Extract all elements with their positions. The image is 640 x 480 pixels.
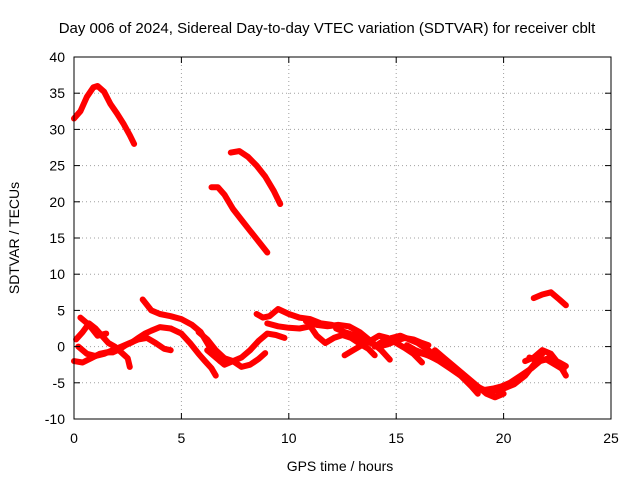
grid-lines bbox=[74, 57, 611, 419]
y-tick-label: 15 bbox=[49, 230, 65, 246]
axis-ticks: -10 -5 0 5 10 15 20 25 30 35 40 0 5 10 15 20 25 bbox=[45, 49, 619, 446]
series-track-10 bbox=[167, 325, 219, 379]
series-track-11 bbox=[195, 329, 288, 365]
x-tick-label: 20 bbox=[496, 430, 512, 446]
series-track-9 bbox=[139, 296, 224, 365]
y-tick-label: 30 bbox=[49, 121, 65, 137]
series-track-2 bbox=[208, 184, 271, 256]
series-track-21 bbox=[431, 347, 507, 401]
x-tick-label: 15 bbox=[388, 430, 404, 446]
series-track-23 bbox=[526, 354, 567, 373]
y-tick-label: -5 bbox=[53, 375, 66, 391]
y-tick-label: -10 bbox=[45, 411, 65, 427]
series-track-3 bbox=[227, 148, 284, 207]
y-tick-label: 40 bbox=[49, 49, 65, 65]
series-track-12 bbox=[204, 347, 269, 370]
chart-title: Day 006 of 2024, Sidereal Day-to-day VTE… bbox=[59, 20, 596, 37]
series-track-5 bbox=[73, 320, 133, 370]
series-track-16 bbox=[341, 332, 425, 366]
series-track-1 bbox=[71, 83, 138, 147]
series-track-7 bbox=[75, 334, 174, 359]
x-tick-label: 25 bbox=[603, 430, 619, 446]
data-series-group bbox=[71, 83, 569, 401]
series-track-8 bbox=[77, 314, 110, 339]
series-track-24 bbox=[550, 356, 569, 370]
x-tick-label: 10 bbox=[281, 430, 297, 446]
y-tick-label: 35 bbox=[49, 85, 65, 101]
y-tick-label: 10 bbox=[49, 266, 65, 282]
y-tick-label: 5 bbox=[57, 302, 65, 318]
x-axis-label: GPS time / hours bbox=[287, 458, 394, 474]
x-tick-label: 0 bbox=[70, 430, 78, 446]
series-track-4 bbox=[530, 289, 569, 309]
x-tick-label: 5 bbox=[178, 430, 186, 446]
y-tick-label: 20 bbox=[49, 194, 65, 210]
y-tick-label: 0 bbox=[57, 339, 65, 355]
y-tick-label: 25 bbox=[49, 158, 65, 174]
y-axis-label: SDTVAR / TECUs bbox=[6, 182, 22, 294]
